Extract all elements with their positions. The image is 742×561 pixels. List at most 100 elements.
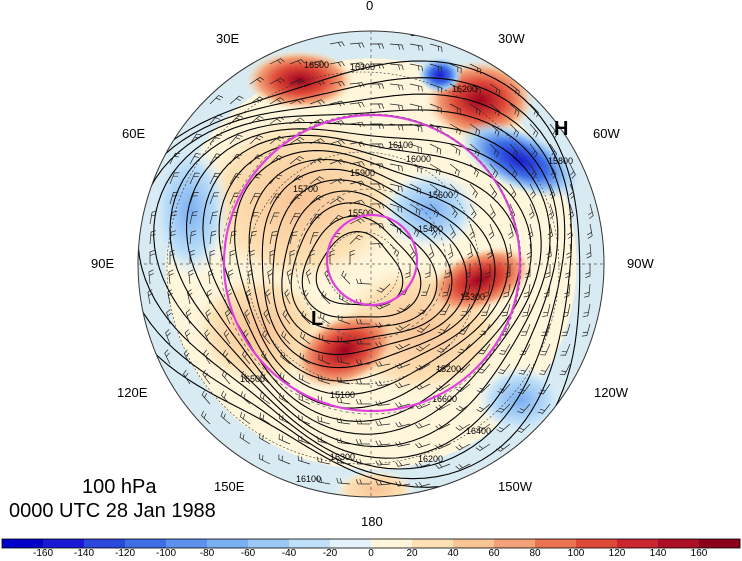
wind-barb <box>369 183 385 189</box>
colorbar-swatch <box>84 539 126 548</box>
wind-barb <box>281 330 291 345</box>
wind-barb <box>317 436 331 445</box>
colorbar-swatch <box>535 539 577 548</box>
wind-barb <box>375 440 391 446</box>
wind-barb <box>503 283 511 298</box>
wind-barb <box>375 361 391 367</box>
wind-barb <box>262 330 271 345</box>
wind-barb <box>309 79 325 86</box>
wind-barb <box>395 441 411 447</box>
wind-barb <box>568 203 574 219</box>
wind-barb <box>409 183 422 195</box>
colorbar-tick-label: 100 <box>567 548 585 559</box>
wind-barb <box>189 133 202 145</box>
lon-label-90e: 90E <box>91 256 115 271</box>
wind-barb <box>562 303 571 317</box>
wind-barb <box>442 283 451 297</box>
wind-barb <box>265 289 271 305</box>
wind-barb <box>289 59 305 65</box>
wind-barb <box>429 83 443 93</box>
wind-barb <box>409 163 422 174</box>
wind-barb <box>164 349 171 365</box>
wind-barb <box>409 223 420 238</box>
wind-barb <box>249 192 261 205</box>
wind-barb <box>469 123 481 136</box>
wind-barb <box>355 379 371 385</box>
wind-barb <box>449 183 459 198</box>
wind-barb <box>349 141 365 147</box>
wind-barb <box>428 243 435 259</box>
colorbar-tick-label: 60 <box>488 548 500 559</box>
wind-barb <box>369 203 385 209</box>
contour-label: 15900 <box>350 168 375 178</box>
wind-barb <box>349 102 365 108</box>
colorbar-swatch <box>248 539 290 548</box>
wind-barb <box>259 412 271 425</box>
wind-barb <box>389 203 403 213</box>
wind-barb <box>329 249 335 264</box>
wind-barb <box>289 231 298 245</box>
colorbar-tick-label: 0 <box>368 548 374 559</box>
wind-barb <box>301 310 311 325</box>
contour-label: 15200 <box>436 364 461 374</box>
contour-label: 15500 <box>348 208 373 218</box>
wind-barb <box>309 60 325 66</box>
wind-barb <box>309 157 325 165</box>
wind-barb <box>409 203 421 216</box>
wind-barb <box>489 143 499 158</box>
colorbar-tick-label: -60 <box>240 548 256 559</box>
wind-barb <box>249 211 259 225</box>
contour-label: 16100 <box>296 474 321 484</box>
wind-barb <box>435 383 451 392</box>
wind-barb <box>529 143 538 158</box>
wind-barb <box>449 103 462 115</box>
wind-barb <box>467 243 473 259</box>
wind-barb <box>209 153 222 165</box>
wind-barb <box>329 100 345 107</box>
height-contour <box>153 109 559 459</box>
wind-barb <box>389 143 404 151</box>
contour-label: 16600 <box>432 394 457 404</box>
wind-barb <box>189 249 195 264</box>
wind-barb <box>269 116 285 125</box>
wind-barb <box>447 243 454 259</box>
wind-barb <box>455 403 471 412</box>
wind-barb <box>435 423 451 430</box>
wind-barb <box>395 343 411 350</box>
wind-barb <box>184 329 191 345</box>
wind-barb <box>389 183 403 192</box>
wind-barb <box>449 203 458 218</box>
wind-barb <box>376 283 391 293</box>
wind-barb <box>415 422 431 429</box>
wind-barb <box>241 370 251 385</box>
colorbar-swatch <box>166 539 208 548</box>
wind-barb <box>278 434 291 445</box>
wind-barb <box>349 121 365 128</box>
height-contour <box>138 77 573 480</box>
wind-barb <box>457 343 471 354</box>
height-contour <box>272 179 468 355</box>
wind-barb <box>286 269 293 285</box>
lon-label-0: 0 <box>366 0 374 13</box>
wind-barb <box>209 230 217 245</box>
colorbar-tick-label: 120 <box>608 548 626 559</box>
wind-barb <box>586 243 592 259</box>
contour-label: 15700 <box>293 184 318 194</box>
wind-barb <box>395 363 411 369</box>
wind-barb <box>501 303 511 317</box>
wind-barb <box>529 103 539 118</box>
wind-barb <box>498 363 511 375</box>
lon-label-150e: 150E <box>214 479 245 494</box>
wind-barb <box>336 457 351 465</box>
wind-barb <box>169 230 177 245</box>
wind-barb <box>529 123 539 138</box>
wind-barb <box>581 323 591 337</box>
wind-barb <box>149 230 156 245</box>
wind-barb <box>329 158 345 165</box>
wind-barb <box>249 76 265 85</box>
wind-barb <box>208 269 214 285</box>
pressure-level-title: 100 hPa <box>82 476 157 498</box>
wind-barb <box>298 414 311 425</box>
wind-barb <box>209 249 215 264</box>
wind-barb <box>336 376 351 385</box>
